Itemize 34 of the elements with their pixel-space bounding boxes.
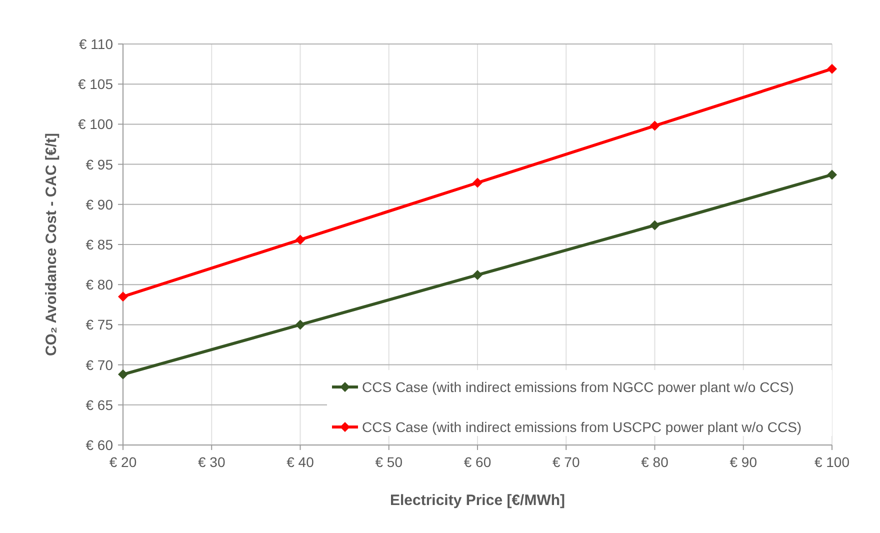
y-tick-label: € 60: [86, 437, 114, 453]
x-tick-label: € 70: [552, 454, 580, 470]
x-tick-label: € 80: [641, 454, 669, 470]
y-tick-label: € 95: [86, 156, 114, 172]
point: [118, 292, 128, 302]
x-tick-label: € 40: [286, 454, 314, 470]
y-tick-label: € 85: [86, 236, 114, 252]
x-tick-label: € 60: [464, 454, 492, 470]
y-tick-label: € 100: [78, 116, 114, 132]
y-tick-label: € 75: [86, 316, 114, 333]
y-tick-label: € 110: [79, 36, 114, 52]
point: [650, 120, 660, 131]
point: [295, 320, 306, 330]
y-tick-label: € 90: [86, 196, 114, 212]
point: [650, 220, 660, 230]
legend-label: CCS Case (with indirect emissions from NGCC power plant w/o CCS): [362, 379, 794, 395]
y-axis-title: CO₂ Avoidance Cost - CAC [€/t]: [43, 132, 60, 356]
x-tick-label: € 100: [814, 454, 850, 470]
x-tick-label: € 20: [109, 454, 137, 470]
point: [472, 270, 482, 280]
x-axis-title: Electricity Price [€/MWh]: [390, 492, 566, 509]
y-tick-label: € 80: [86, 276, 114, 293]
y-tick-label: € 65: [86, 396, 114, 413]
point: [118, 369, 128, 380]
point: [827, 170, 837, 180]
point: [827, 64, 837, 74]
y-tick-label: € 70: [86, 356, 114, 373]
point: [295, 234, 306, 245]
x-tick-label: € 30: [198, 454, 226, 470]
x-tick-label: € 90: [730, 454, 758, 470]
legend-label: CCS Case (with indirect emissions from USCPC power plant w/o CCS): [362, 419, 802, 435]
y-tick-label: € 105: [78, 76, 114, 92]
x-tick-label: € 50: [375, 454, 403, 470]
point: [472, 178, 482, 188]
